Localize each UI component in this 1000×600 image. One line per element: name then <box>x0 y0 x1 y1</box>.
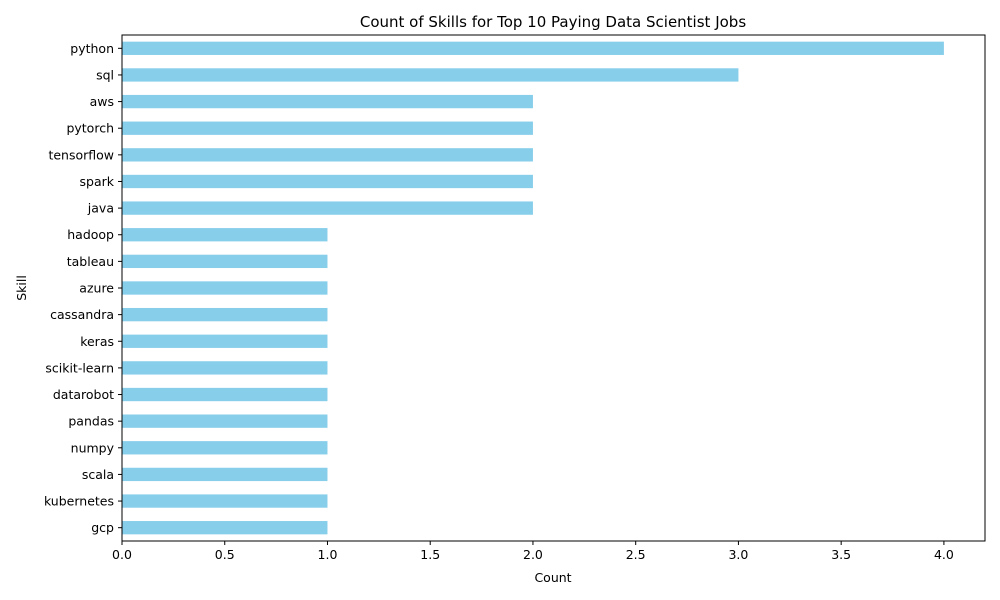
bar-java <box>122 201 533 215</box>
bar-keras <box>122 334 328 348</box>
x-tick-label: 0.0 <box>112 547 132 562</box>
bar-hadoop <box>122 228 328 242</box>
y-tick-label: tableau <box>67 254 114 269</box>
x-axis-ticks: 0.0 0.5 1.0 1.5 2.0 2.5 3.0 3.5 4.0 <box>112 541 954 562</box>
y-tick-label: scala <box>82 467 114 482</box>
bar-azure <box>122 281 328 295</box>
bar-spark <box>122 174 533 189</box>
y-tick-label: hadoop <box>67 227 114 242</box>
y-tick-label: azure <box>79 281 114 296</box>
x-tick-label: 2.0 <box>523 547 543 562</box>
y-tick-label: tensorflow <box>48 147 114 162</box>
y-tick-label: sql <box>96 67 114 82</box>
x-tick-label: 0.5 <box>215 547 235 562</box>
bars-group <box>122 41 944 535</box>
bar-datarobot <box>122 387 328 402</box>
y-tick-label: datarobot <box>53 387 114 402</box>
y-tick-label: java <box>87 201 114 216</box>
bar-scikit-learn <box>122 361 328 375</box>
bar-cassandra <box>122 307 328 322</box>
bar-python <box>122 41 944 55</box>
bar-aws <box>122 94 533 109</box>
x-tick-label: 1.0 <box>318 547 338 562</box>
y-tick-label: kubernetes <box>44 494 114 509</box>
x-tick-label: 1.5 <box>420 547 440 562</box>
x-tick-label: 2.5 <box>626 547 646 562</box>
bar-gcp <box>122 521 328 535</box>
x-axis-label: Count <box>534 570 571 585</box>
y-tick-label: cassandra <box>50 307 114 322</box>
y-tick-label: scikit-learn <box>45 360 114 375</box>
y-tick-label: gcp <box>91 520 114 535</box>
bar-tableau <box>122 254 328 269</box>
y-tick-label: python <box>70 41 114 56</box>
chart-title: Count of Skills for Top 10 Paying Data S… <box>360 13 746 31</box>
y-tick-label: keras <box>80 334 114 349</box>
y-tick-label: pandas <box>68 414 114 429</box>
bar-scala <box>122 467 328 482</box>
y-tick-label: numpy <box>71 440 115 455</box>
bar-sql <box>122 68 739 82</box>
y-tick-label: aws <box>90 94 114 109</box>
y-tick-label: pytorch <box>66 121 114 136</box>
bar-pandas <box>122 414 328 428</box>
x-tick-label: 3.0 <box>728 547 748 562</box>
y-axis-label: Skill <box>14 275 29 301</box>
bar-pytorch <box>122 121 533 135</box>
y-tick-label: spark <box>80 174 115 189</box>
x-tick-label: 4.0 <box>934 547 954 562</box>
bar-tensorflow <box>122 148 533 162</box>
plot-frame <box>121 34 986 542</box>
bar-kubernetes <box>122 494 328 508</box>
bar-numpy <box>122 441 328 455</box>
y-axis-ticks: python sql aws pytorch tensorflow spark java ha… <box>44 41 122 535</box>
x-tick-label: 3.5 <box>831 547 851 562</box>
